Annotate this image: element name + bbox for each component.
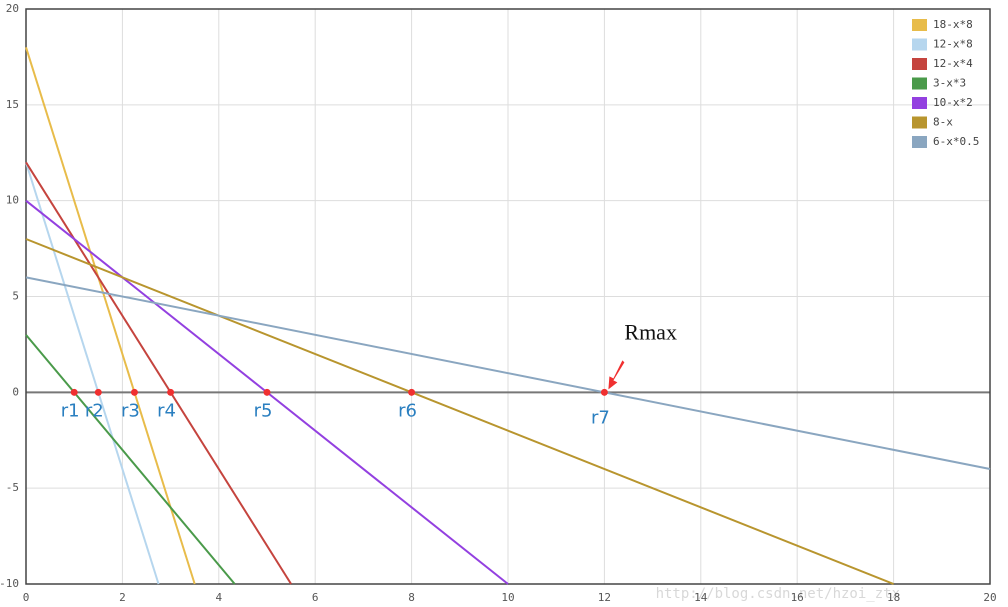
series-line: [25, 47, 196, 585]
y-tick-label: -5: [6, 481, 19, 494]
x-tick-label: 0: [23, 591, 30, 604]
root-label: r2: [85, 400, 104, 421]
legend-label: 12-x*8: [933, 38, 973, 51]
root-label: r5: [254, 400, 273, 421]
series-line: [25, 238, 894, 585]
legend-swatch: [912, 116, 927, 129]
legend-label: 8-x: [933, 116, 953, 129]
series-line: [25, 334, 236, 585]
legend-swatch: [912, 38, 927, 51]
legend-label: 12-x*4: [933, 57, 973, 70]
legend-swatch: [912, 58, 927, 70]
root-label: r7: [591, 407, 610, 428]
x-tick-label: 20: [983, 591, 996, 604]
x-tick-label: 18: [887, 591, 900, 604]
x-tick-label: 10: [501, 591, 514, 604]
legend-swatch: [912, 136, 927, 148]
root-point: [70, 388, 78, 396]
annotation: Rmax: [624, 319, 677, 344]
legend-label: 3-x*3: [933, 77, 966, 90]
root-point: [94, 388, 102, 396]
root-point: [130, 388, 138, 396]
root-label: r6: [398, 400, 417, 421]
series-line: [25, 161, 292, 585]
x-tick-label: 12: [598, 591, 611, 604]
x-tick-label: 8: [408, 591, 415, 604]
root-label: r3: [121, 400, 140, 421]
y-tick-label: 20: [6, 2, 19, 15]
x-tick-label: 16: [791, 591, 804, 604]
legend-label: 18-x*8: [933, 18, 973, 31]
root-point: [263, 388, 271, 396]
root-point: [408, 388, 416, 396]
legend-label: 10-x*2: [933, 96, 973, 109]
root-label: r4: [157, 400, 176, 421]
series-line: [25, 276, 991, 470]
x-tick-label: 6: [312, 591, 319, 604]
legend-swatch: [912, 97, 927, 109]
y-tick-label: 0: [12, 385, 19, 398]
root-point: [167, 388, 175, 396]
series-line: [25, 162, 160, 585]
y-tick-label: 10: [6, 194, 19, 207]
watermark: http://blog.csdn.net/hzoi_ztx: [656, 586, 900, 602]
root-label: r1: [61, 400, 80, 421]
root-point: [600, 388, 608, 396]
x-tick-label: 14: [694, 591, 708, 604]
y-tick-label: 15: [6, 98, 19, 111]
x-tick-label: 4: [215, 591, 222, 604]
y-tick-label: 5: [12, 290, 19, 303]
annotation-arrow: [608, 360, 625, 390]
legend-swatch: [912, 19, 927, 31]
legend-swatch: [912, 77, 927, 90]
legend-label: 6-x*0.5: [933, 135, 979, 148]
y-tick-label: -10: [0, 577, 19, 590]
x-tick-label: 2: [119, 591, 126, 604]
